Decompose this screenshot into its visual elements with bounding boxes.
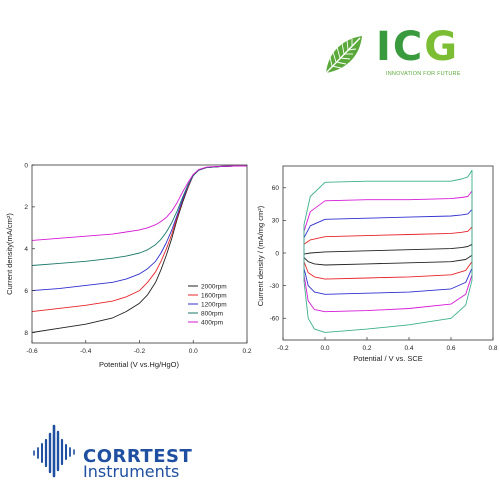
chart1-ylabel: Current density(mA/cm²) <box>5 213 14 295</box>
chart2-xtick-label: 0.2 <box>362 345 371 352</box>
rde-polarization-chart: -0.6 -0.4 -0.2 0.0 0.2 0 2 4 6 8 Potential (V vs.… <box>5 162 252 369</box>
chart1-ticks-layer: -0.6 -0.4 -0.2 0.0 0.2 0 2 4 6 8 <box>24 162 252 355</box>
chart1-legend-label: 1200rpm <box>201 301 227 308</box>
chart2-xtick-label: 0.4 <box>404 345 413 352</box>
chart2-ytick-label: 60 <box>272 185 280 192</box>
chart2-xlabel: Potential / V vs. SCE <box>353 354 423 363</box>
corrtest-name: CORRTEST <box>83 446 193 467</box>
chart1-xtick-label: -0.2 <box>134 348 146 355</box>
chart2-ylabel: Current density / (mA/mg cm²) <box>256 205 265 306</box>
icg-wordmark: ICG <box>376 27 459 67</box>
leaf-icon <box>325 36 362 74</box>
chart1-legend: 2000rpm 1600rpm 1200rpm 800rpm 400rpm <box>188 283 227 326</box>
icg-tagline: INNOVATION FOR FUTURE <box>386 71 461 77</box>
chart1-ytick-label: 8 <box>24 330 28 337</box>
cv-chart: -0.2 0.0 0.2 0.4 0.6 0.8 -60 -30 0 30 60 Potential… <box>256 165 498 363</box>
icg-letter-g: G <box>424 24 460 70</box>
chart1-series-5-line <box>31 165 247 241</box>
corrtest-sub: Instruments <box>83 462 180 481</box>
chart1-series-layer <box>31 165 247 333</box>
chart1-legend-label: 2000rpm <box>201 283 227 290</box>
icg-letter-i: I <box>376 24 393 70</box>
chart1-xtick-label: 0.0 <box>189 348 198 355</box>
chart1-ytick-label: 4 <box>24 246 28 253</box>
chart2-ticks-layer: -0.2 0.0 0.2 0.4 0.6 0.8 -60 -30 0 30 60 <box>270 185 498 352</box>
chart2-xtick-label: -0.2 <box>277 345 289 352</box>
chart2-ytick-label: -30 <box>270 283 280 290</box>
chart2-series-2-line <box>303 226 473 280</box>
chart1-xtick-label: -0.6 <box>26 348 38 355</box>
icg-letter-c: C <box>392 24 425 70</box>
chart1-ytick-label: 0 <box>24 162 28 169</box>
chart1-legend-label: 800rpm <box>201 310 223 317</box>
chart1-series-4-line <box>31 165 247 266</box>
chart1-xtick-label: -0.4 <box>80 348 92 355</box>
chart1-ytick-label: 2 <box>24 204 28 211</box>
chart1-xtick-label: 0.2 <box>242 348 251 355</box>
chart2-ytick-label: 0 <box>275 250 279 257</box>
chart2-series-layer <box>303 169 473 333</box>
chart1-series-3-line <box>31 165 247 292</box>
chart2-xtick-label: 0.6 <box>446 345 455 352</box>
chart2-series-1-line <box>303 243 473 266</box>
chart1-ytick-label: 6 <box>24 288 28 295</box>
chart1-xlabel: Potential (V vs.Hg/HgO) <box>99 360 180 369</box>
chart2-xtick-label: 0.8 <box>488 345 497 352</box>
chart2-ytick-label: 30 <box>272 218 280 225</box>
chart2-xtick-label: 0.0 <box>320 345 329 352</box>
chart1-legend-label: 400rpm <box>201 319 223 326</box>
chart2-series-5-line <box>303 169 473 333</box>
waveform-icon <box>33 424 75 478</box>
chart2-ytick-label: -60 <box>270 316 280 323</box>
chart1-legend-label: 1600rpm <box>201 292 227 299</box>
